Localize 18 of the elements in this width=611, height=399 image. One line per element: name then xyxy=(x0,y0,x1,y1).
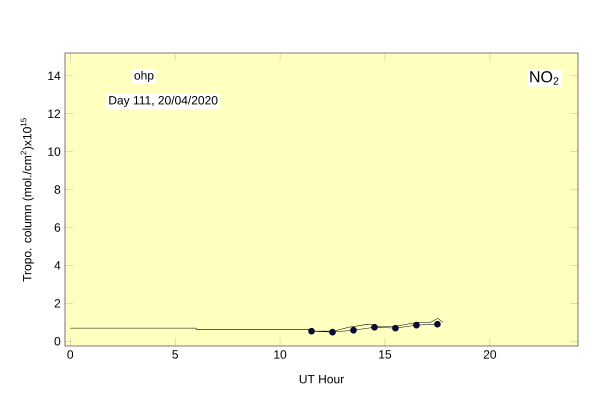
annotation: Day 111, 20/04/2020 xyxy=(109,96,218,107)
x-tick-label: 20 xyxy=(484,350,496,359)
annotation: NO$_{2}$ xyxy=(530,71,558,85)
x-tick-label: 5 xyxy=(172,350,178,359)
y-tick-label: 6 xyxy=(54,223,60,232)
x-tick-label: 0 xyxy=(67,350,74,359)
y-tick-label: 12 xyxy=(48,109,60,118)
y-tick-label: 0 xyxy=(54,336,60,346)
x-tick-label: 10 xyxy=(274,350,286,359)
annotation: ohp xyxy=(134,70,154,82)
y-tick-label: 8 xyxy=(54,185,60,194)
x-axis-title: UT Hour xyxy=(300,375,344,384)
x-tick-label: 15 xyxy=(379,350,392,359)
y-tick-label: 4 xyxy=(54,261,60,270)
y-tick-label: 10 xyxy=(48,147,60,156)
y-tick-label: 2 xyxy=(54,299,60,308)
y-axis-title: Tropo. column (mol./cm$^{2}$)x10$^{15}$ xyxy=(20,118,34,282)
y-tick-label: 14 xyxy=(48,72,60,80)
